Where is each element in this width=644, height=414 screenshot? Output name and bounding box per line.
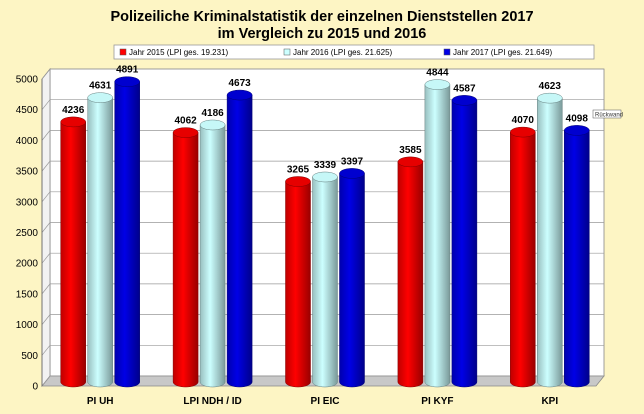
legend-swatch xyxy=(443,48,451,56)
data-label: 3339 xyxy=(314,160,337,171)
legend[interactable]: Jahr 2015 (LPI ges. 19.231) Jahr 2016 (LP… xyxy=(113,44,595,60)
annotation: Rückwand xyxy=(592,109,623,119)
chart-title: Polizeiliche Kriminalstatistik der einze… xyxy=(110,9,534,25)
bar xyxy=(87,92,113,388)
y-tick-label: 1500 xyxy=(16,289,39,300)
y-axis: 0 500 1000 1500 2000 2500 3000 3500 4000 4500 5000 xyxy=(16,75,43,393)
x-axis: PI UH LPI NDH / ID PI EIC PI KYF KPI xyxy=(87,396,558,407)
y-tick-label: 0 xyxy=(32,382,38,393)
y-tick-label: 3000 xyxy=(16,197,39,208)
legend-swatch xyxy=(119,48,127,56)
data-label: 4673 xyxy=(228,78,251,89)
y-tick-label: 3500 xyxy=(16,167,39,178)
y-tick-label: 4500 xyxy=(16,105,39,116)
bar xyxy=(226,89,253,388)
bar xyxy=(172,127,199,388)
data-label: 4844 xyxy=(426,68,449,79)
x-tick-label: KPI xyxy=(541,396,558,407)
gridline xyxy=(41,130,604,141)
data-label: 3397 xyxy=(341,156,364,167)
gridline xyxy=(41,68,604,80)
bar xyxy=(285,176,311,388)
x-tick-label: PI KYF xyxy=(421,396,453,407)
data-labels: 4236 4631 4891 4062 4186 4673 3265 3339 3397 3585… xyxy=(62,65,588,176)
bar xyxy=(199,119,226,388)
bar xyxy=(397,156,424,388)
bars xyxy=(60,76,590,388)
legend-item[interactable]: Jahr 2017 (LPI ges. 21.649) xyxy=(453,48,553,57)
y-tick-label: 4000 xyxy=(16,136,39,147)
bar xyxy=(510,126,536,388)
y-tick-label: 500 xyxy=(21,351,38,362)
y-tick-label: 5000 xyxy=(16,75,39,86)
x-tick-label: PI EIC xyxy=(311,396,340,407)
bar xyxy=(424,79,451,388)
data-label: 3265 xyxy=(287,165,310,176)
bar xyxy=(312,171,338,388)
legend-swatch xyxy=(283,48,291,56)
gridline xyxy=(41,99,604,110)
y-tick-label: 2000 xyxy=(16,259,39,270)
bar xyxy=(114,76,140,388)
x-tick-label: PI UH xyxy=(87,396,114,407)
legend-item[interactable]: Jahr 2016 (LPI ges. 21.625) xyxy=(293,48,393,57)
bar xyxy=(564,125,590,388)
y-tick-label: 2500 xyxy=(16,228,39,239)
data-label: 4631 xyxy=(89,81,112,92)
bar xyxy=(339,168,365,388)
chart-subtitle: im Vergleich zu 2015 und 2016 xyxy=(217,26,427,42)
data-label: 4186 xyxy=(201,108,224,119)
bar xyxy=(451,95,478,388)
data-label: 4070 xyxy=(512,115,535,126)
data-label: 4236 xyxy=(62,105,85,116)
data-label: 4098 xyxy=(566,113,589,124)
y-tick-label: 1000 xyxy=(16,320,39,331)
data-label: 4891 xyxy=(116,65,139,76)
data-label: 3585 xyxy=(399,145,422,156)
bar xyxy=(537,92,563,388)
bar xyxy=(60,116,86,388)
legend-item[interactable]: Jahr 2015 (LPI ges. 19.231) xyxy=(129,48,229,57)
data-label: 4587 xyxy=(453,83,476,94)
x-tick-label: LPI NDH / ID xyxy=(183,396,241,407)
data-label: 4623 xyxy=(539,81,562,92)
annotation-label: Rückwand xyxy=(595,113,623,119)
data-label: 4062 xyxy=(174,116,197,127)
